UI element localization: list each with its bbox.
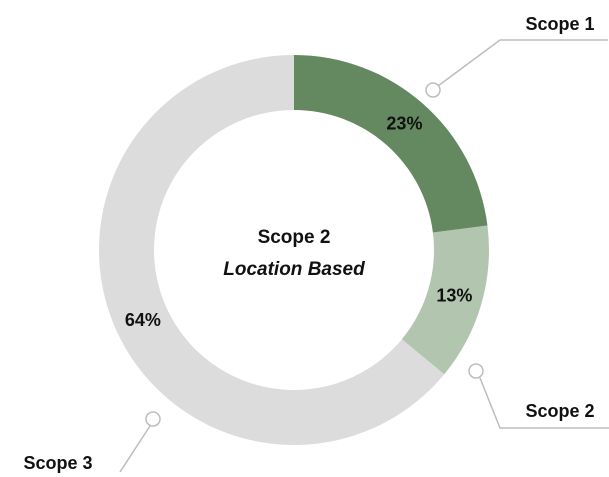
category-label: Scope 2 xyxy=(525,401,594,421)
leader-line xyxy=(437,39,608,87)
donut-segment xyxy=(98,55,445,445)
leader-dot xyxy=(145,411,161,427)
center-title: Scope 2 xyxy=(258,227,331,248)
value-label: 13% xyxy=(436,285,472,305)
value-label: 64% xyxy=(125,310,161,330)
value-label: 23% xyxy=(386,113,422,133)
donut-segment xyxy=(294,55,488,233)
category-label: Scope 3 xyxy=(23,453,92,473)
leader-dot xyxy=(468,363,484,379)
leader-line xyxy=(479,377,609,429)
leader-lines xyxy=(119,39,609,473)
center-subtitle: Location Based xyxy=(223,259,365,280)
leader-line xyxy=(119,425,151,473)
category-label: Scope 1 xyxy=(525,14,594,34)
leader-dot xyxy=(425,82,441,98)
donut-segment xyxy=(401,225,490,375)
